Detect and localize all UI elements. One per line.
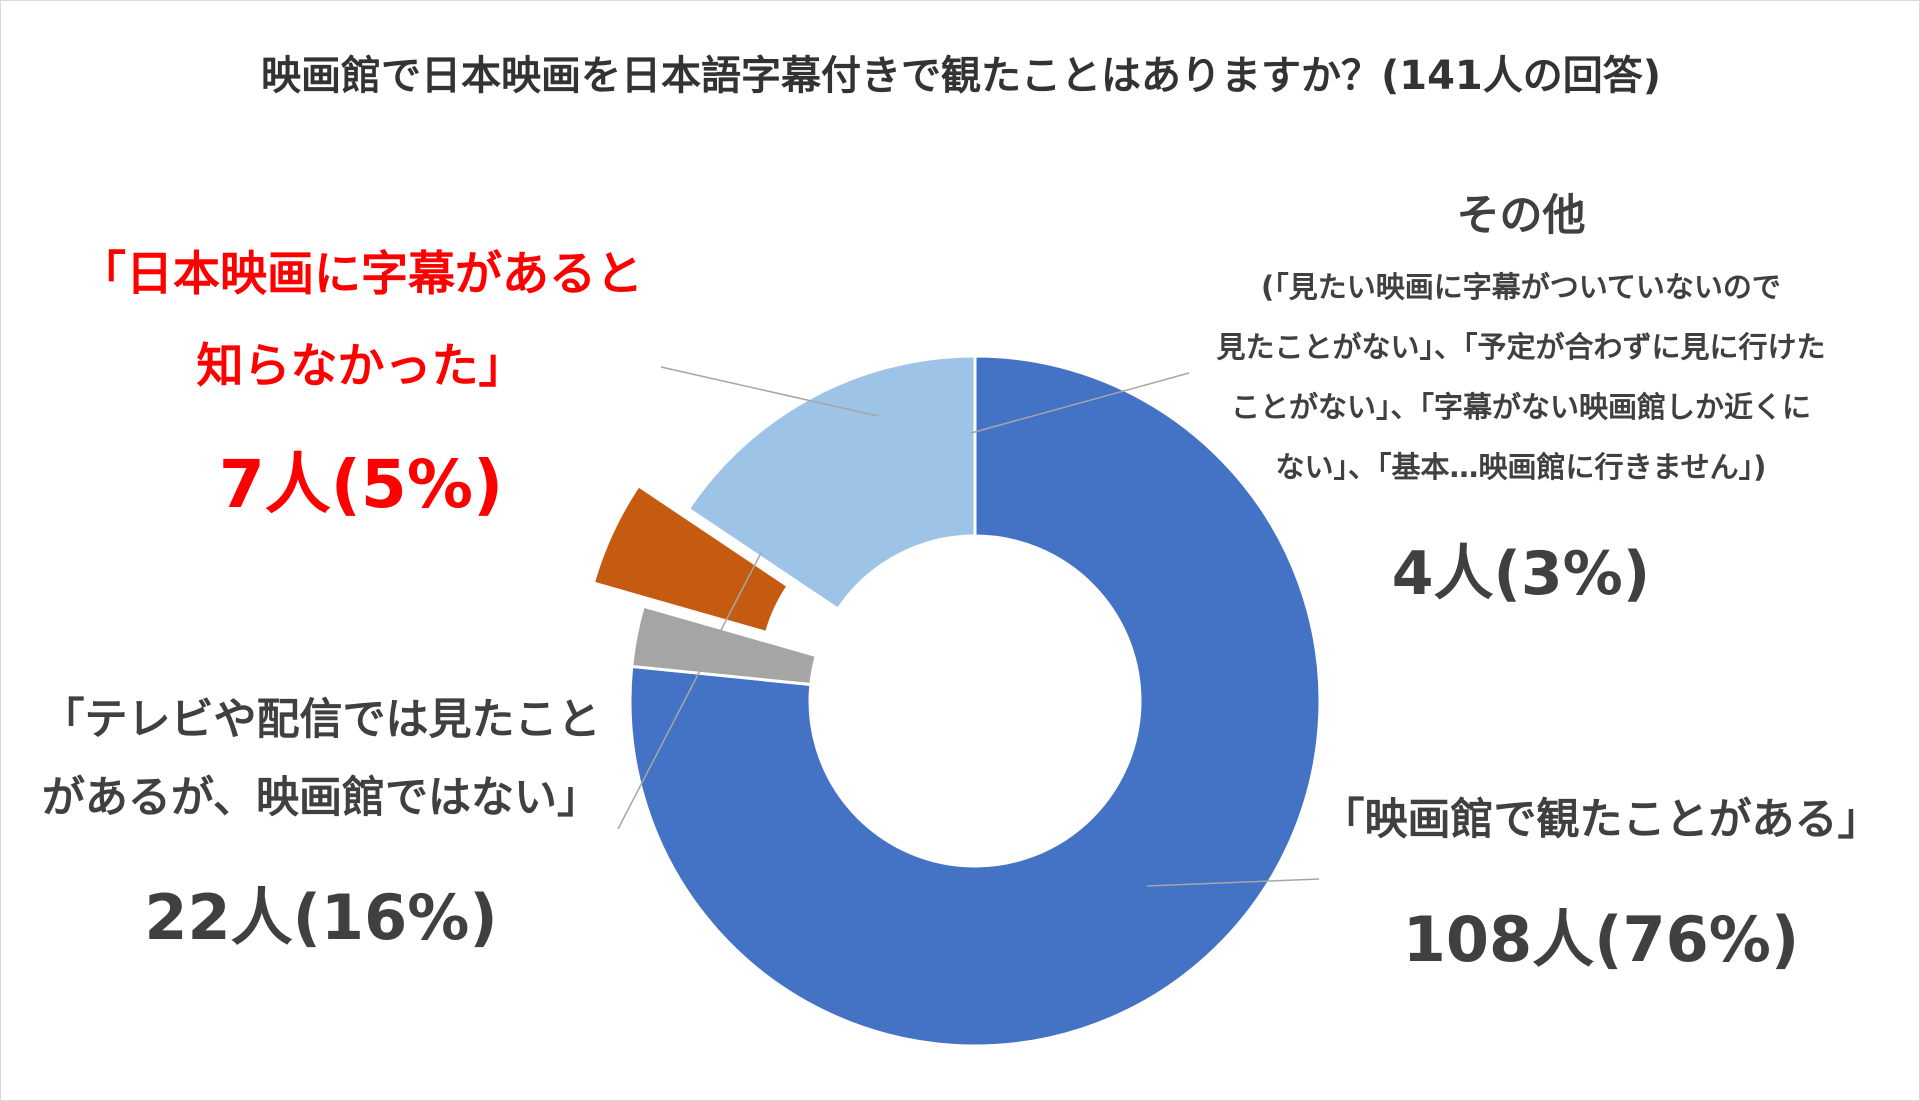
label-unaware-line-2: 知らなかった」: [196, 339, 526, 394]
label-other-note-line-3: ことがない」、「字幕がない映画館しか近くに: [1230, 390, 1811, 424]
donut-slice-other: [630, 604, 819, 687]
label-other-note-line-2: 見たことがない」、「予定が合わずに見に行けた: [1216, 330, 1826, 364]
donut-slice-cinema: [628, 354, 1322, 1048]
label-unaware: 「日本映画に字幕があると 知らなかった」 7人(5%): [31, 229, 691, 527]
leader-line-tv: [617, 552, 762, 830]
label-other-note-line-4: ない」、「基本…映画館に行きません」): [1275, 450, 1767, 484]
label-tv-line-2: があるが、映画館ではない」: [41, 773, 601, 823]
label-other-value: 4人(3%): [1391, 539, 1651, 609]
donut-slice-tv: [686, 354, 977, 612]
label-cinema-value: 108人(76%): [1402, 903, 1800, 976]
label-cinema-line-1: 「映画館で観たことがある」: [1321, 795, 1881, 845]
label-other-note: (「見たい映画に字幕がついていないので 見たことがない」、「予定が合わずに見に行…: [1171, 257, 1871, 497]
leader-line-other: [970, 372, 1190, 434]
label-other-note-line-1: (「見たい映画に字幕がついていないので: [1261, 270, 1781, 304]
label-tv-line-1: 「テレビや配信では見たこと: [41, 695, 601, 745]
leader-line-cinema: [1146, 878, 1320, 887]
chart-title: 映画館で日本映画を日本語字幕付きで観たことはありますか？(141人の回答): [260, 53, 1662, 99]
label-other: その他 (「見たい映画に字幕がついていないので 見たことがない」、「予定が合わず…: [1171, 181, 1871, 612]
label-tv-value: 22人(16%): [144, 881, 498, 954]
leader-line-unaware: [660, 366, 879, 417]
label-unaware-value: 7人(5%): [218, 446, 504, 523]
label-cinema: 「映画館で観たことがある」 108人(76%): [1301, 781, 1901, 979]
label-other-heading: その他: [1456, 191, 1586, 241]
label-tv: 「テレビや配信では見たこと があるが、映画館ではない」 22人(16%): [21, 681, 621, 957]
label-unaware-line-1: 「日本映画に字幕があると: [79, 247, 643, 302]
